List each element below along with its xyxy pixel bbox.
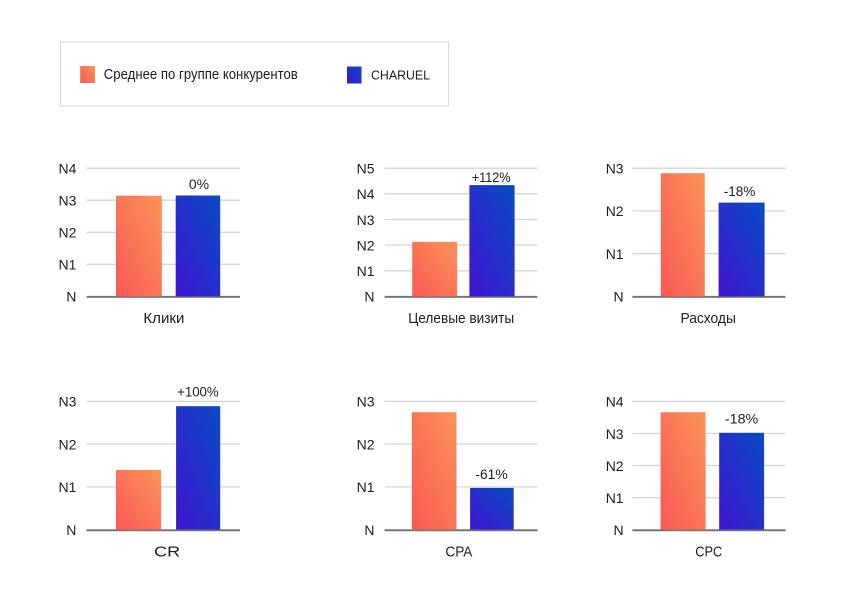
svg-text:N3: N3 xyxy=(357,212,375,228)
svg-text:N2: N2 xyxy=(58,436,76,452)
svg-text:CPA: CPA xyxy=(445,545,472,561)
svg-text:N: N xyxy=(66,289,76,305)
svg-text:N1: N1 xyxy=(357,263,375,279)
svg-text:N4: N4 xyxy=(357,186,375,202)
svg-text:N1: N1 xyxy=(606,246,624,262)
svg-text:-61%: -61% xyxy=(475,466,507,482)
svg-text:Среднее по группе конкурентов: Среднее по группе конкурентов xyxy=(104,67,298,83)
svg-text:-18%: -18% xyxy=(724,183,756,199)
svg-text:N: N xyxy=(364,289,374,305)
svg-text:N3: N3 xyxy=(606,161,624,177)
svg-text:CHARUEL: CHARUEL xyxy=(371,68,430,83)
svg-text:N: N xyxy=(613,289,623,305)
svg-text:Целевые визиты: Целевые визиты xyxy=(408,311,514,327)
svg-text:N2: N2 xyxy=(606,458,624,474)
svg-text:N3: N3 xyxy=(357,394,375,410)
svg-text:N4: N4 xyxy=(606,394,624,410)
svg-text:N3: N3 xyxy=(606,426,624,442)
svg-text:N3: N3 xyxy=(58,394,76,410)
svg-text:N2: N2 xyxy=(357,237,375,253)
svg-text:N: N xyxy=(613,522,623,538)
svg-text:N1: N1 xyxy=(58,257,76,273)
svg-text:0%: 0% xyxy=(189,176,209,192)
svg-text:N5: N5 xyxy=(357,161,375,177)
svg-text:-18%: -18% xyxy=(725,411,758,427)
svg-text:N: N xyxy=(66,522,76,538)
svg-text:N2: N2 xyxy=(606,203,624,219)
svg-text:N4: N4 xyxy=(58,161,76,177)
svg-text:+100%: +100% xyxy=(177,383,219,399)
svg-text:CR: CR xyxy=(154,545,180,561)
svg-text:N1: N1 xyxy=(357,479,375,495)
svg-text:N1: N1 xyxy=(58,479,76,495)
svg-text:Расходы: Расходы xyxy=(680,311,736,327)
svg-text:N: N xyxy=(364,522,374,538)
svg-text:CPC: CPC xyxy=(695,545,722,561)
svg-text:+112%: +112% xyxy=(472,169,511,185)
svg-text:N2: N2 xyxy=(58,225,76,241)
svg-text:N3: N3 xyxy=(58,193,76,209)
svg-text:N2: N2 xyxy=(357,436,375,452)
svg-text:N1: N1 xyxy=(606,490,624,506)
svg-text:Клики: Клики xyxy=(143,311,184,327)
